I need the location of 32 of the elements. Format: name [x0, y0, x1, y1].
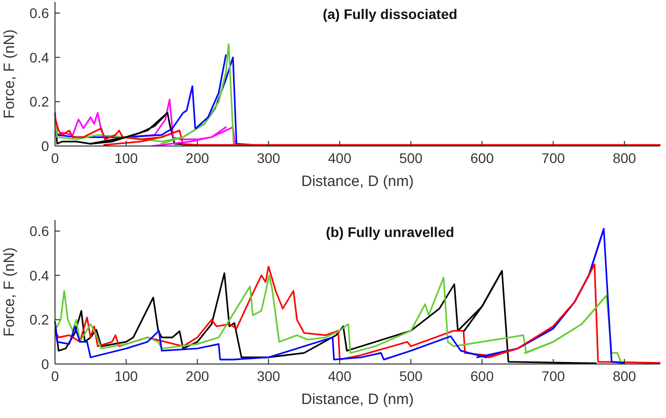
x-tick-label: 300 — [256, 368, 280, 384]
y-tick-label: 0.2 — [30, 94, 50, 110]
x-tick-label: 0 — [51, 150, 60, 166]
x-tick-label: 500 — [399, 368, 423, 384]
y-tick-label: 0.4 — [30, 49, 50, 66]
y-tick-label: 0 — [41, 138, 50, 154]
x-tick-label: 200 — [186, 368, 210, 384]
y-axis-title: Force, F (nN) — [1, 247, 18, 337]
x-tick-label: 700 — [542, 150, 566, 166]
x-tick-label: 600 — [470, 150, 494, 166]
x-axis-title: Distance, D (nm) — [301, 391, 414, 408]
x-tick-label: 0 — [51, 368, 60, 384]
y-axis-title: Force, F (nN) — [1, 29, 18, 119]
y-tick-label: 0.2 — [30, 312, 50, 328]
y-tick-label: 0.4 — [30, 267, 50, 284]
x-tick-label: 600 — [470, 368, 494, 384]
chart-title: (b) Fully unravelled — [326, 224, 454, 240]
x-axis-title: Distance, D (nm) — [301, 173, 414, 190]
x-tick-label: 200 — [186, 150, 210, 166]
x-tick-label: 500 — [399, 150, 423, 166]
y-tick-label: 0.6 — [30, 223, 50, 240]
x-tick-label: 700 — [542, 368, 566, 384]
y-tick-label: 0.6 — [30, 5, 50, 22]
x-tick-label: 100 — [114, 150, 138, 166]
x-tick-label: 300 — [256, 150, 280, 166]
x-tick-label: 400 — [328, 368, 352, 384]
x-tick-label: 100 — [114, 368, 138, 384]
y-tick-label: 0 — [41, 356, 50, 372]
x-tick-label: 400 — [328, 150, 352, 166]
chart-title: (a) Fully dissociated — [322, 6, 458, 22]
x-tick-label: 800 — [612, 368, 636, 384]
x-tick-label: 800 — [612, 150, 636, 166]
